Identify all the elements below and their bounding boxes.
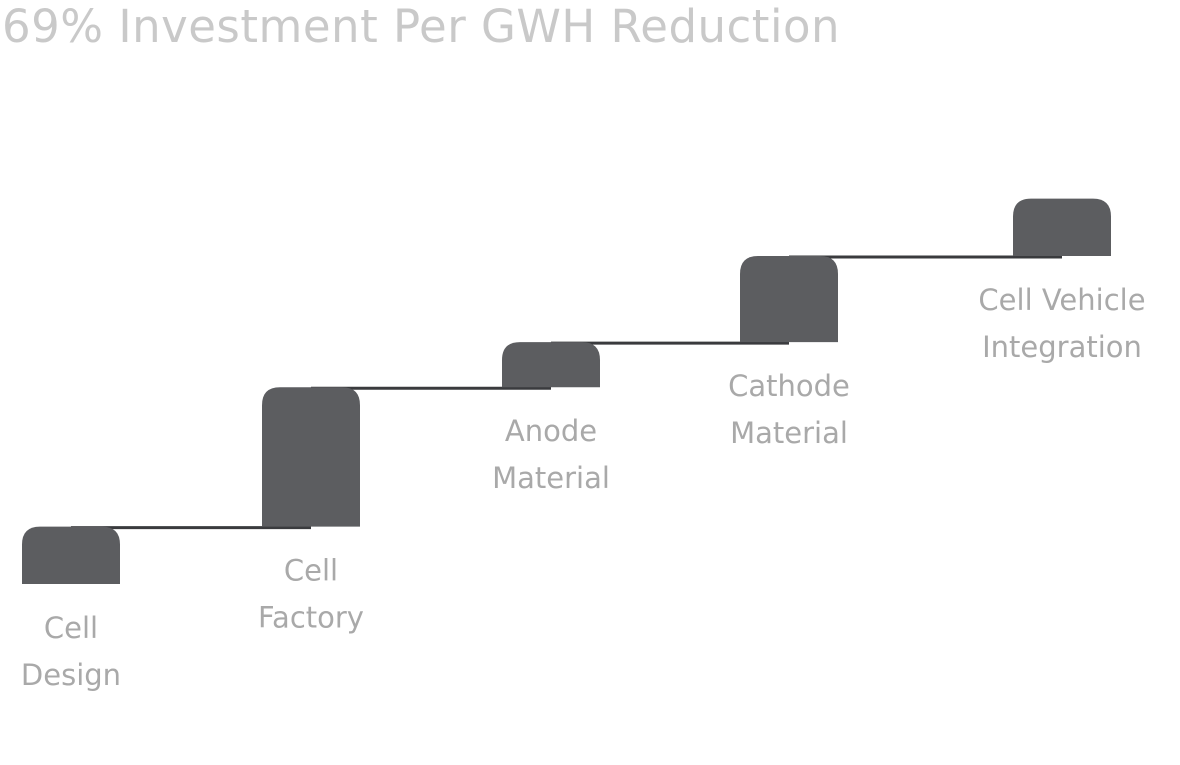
connector-lines: [71, 255, 1062, 530]
bar-cell-vehicle-integration: [1013, 198, 1111, 256]
category-label: Cathode Material: [728, 369, 850, 450]
bar-cell-factory: [262, 387, 360, 527]
bar-anode-material: [502, 342, 600, 388]
bar-cell-design: [22, 526, 120, 584]
category-label: Cell Vehicle Integration: [978, 283, 1145, 364]
page-title: 69% Investment Per GWH Reduction: [2, 0, 840, 53]
category-labels: Cell Design Cell Factory Anode Material Cathod…: [21, 283, 1146, 692]
category-label: Cell Design: [21, 611, 121, 692]
chart-bars: [22, 198, 1111, 584]
category-label: Cell Factory: [258, 554, 364, 635]
bar-cathode-material: [740, 256, 838, 343]
category-label: Anode Material: [492, 414, 610, 495]
